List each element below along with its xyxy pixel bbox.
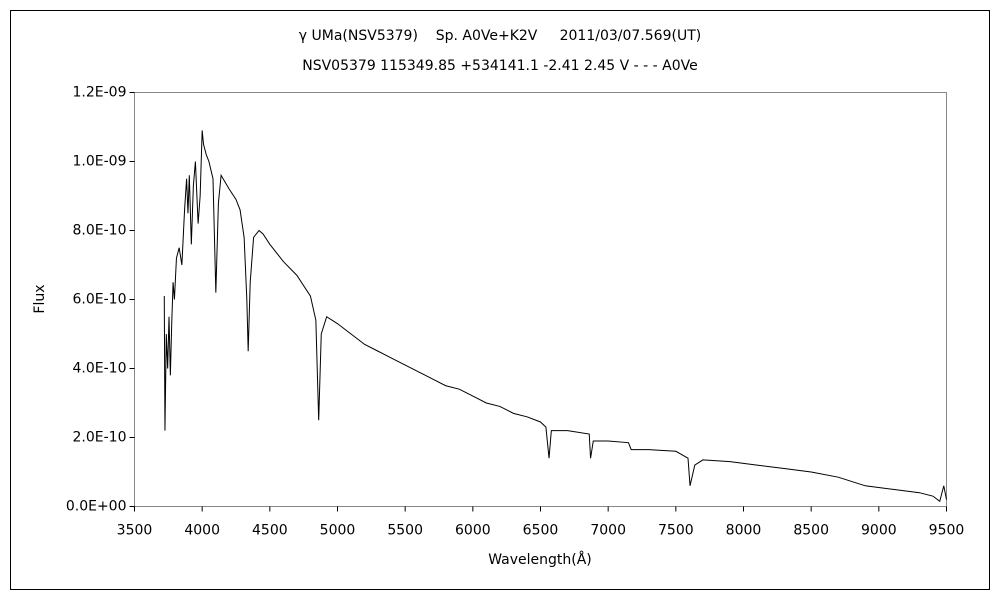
x-tick-label: 6500: [523, 523, 559, 539]
x-tick-label: 7000: [590, 523, 626, 539]
x-tick-label: 9500: [929, 523, 965, 539]
chart-title: γ UMa(NSV5379) Sp. A0Ve+K2V 2011/03/07.5…: [299, 28, 701, 44]
y-tick-label: 8.0E-10: [73, 223, 127, 239]
spectrum-line: [163, 130, 947, 503]
x-tick-label: 9000: [861, 523, 897, 539]
x-tick-label: 8000: [726, 523, 762, 539]
y-tick-label: 1.2E-09: [73, 85, 127, 101]
x-axis-label: Wavelength(Å): [488, 551, 592, 568]
y-tick-label: 2.0E-10: [73, 430, 127, 446]
x-tick-label: 5500: [387, 523, 423, 539]
y-tick-label: 6.0E-10: [73, 292, 127, 308]
y-axis-label: Flux: [32, 284, 48, 313]
x-tick-label: 5000: [320, 523, 356, 539]
x-tick-label: 3500: [117, 523, 153, 539]
x-tick-label: 4500: [252, 523, 288, 539]
x-tick-label: 8500: [793, 523, 829, 539]
y-tick-label: 1.0E-09: [73, 154, 127, 170]
y-tick-label: 4.0E-10: [73, 361, 127, 377]
x-tick-label: 6000: [455, 523, 491, 539]
x-tick-label: 7500: [658, 523, 694, 539]
x-tick-label: 4000: [184, 523, 220, 539]
chart-subtitle: NSV05379 115349.85 +534141.1 -2.41 2.45 …: [302, 58, 697, 74]
plot-area: [134, 92, 947, 507]
y-tick-label: 0.0E+00: [66, 499, 127, 515]
